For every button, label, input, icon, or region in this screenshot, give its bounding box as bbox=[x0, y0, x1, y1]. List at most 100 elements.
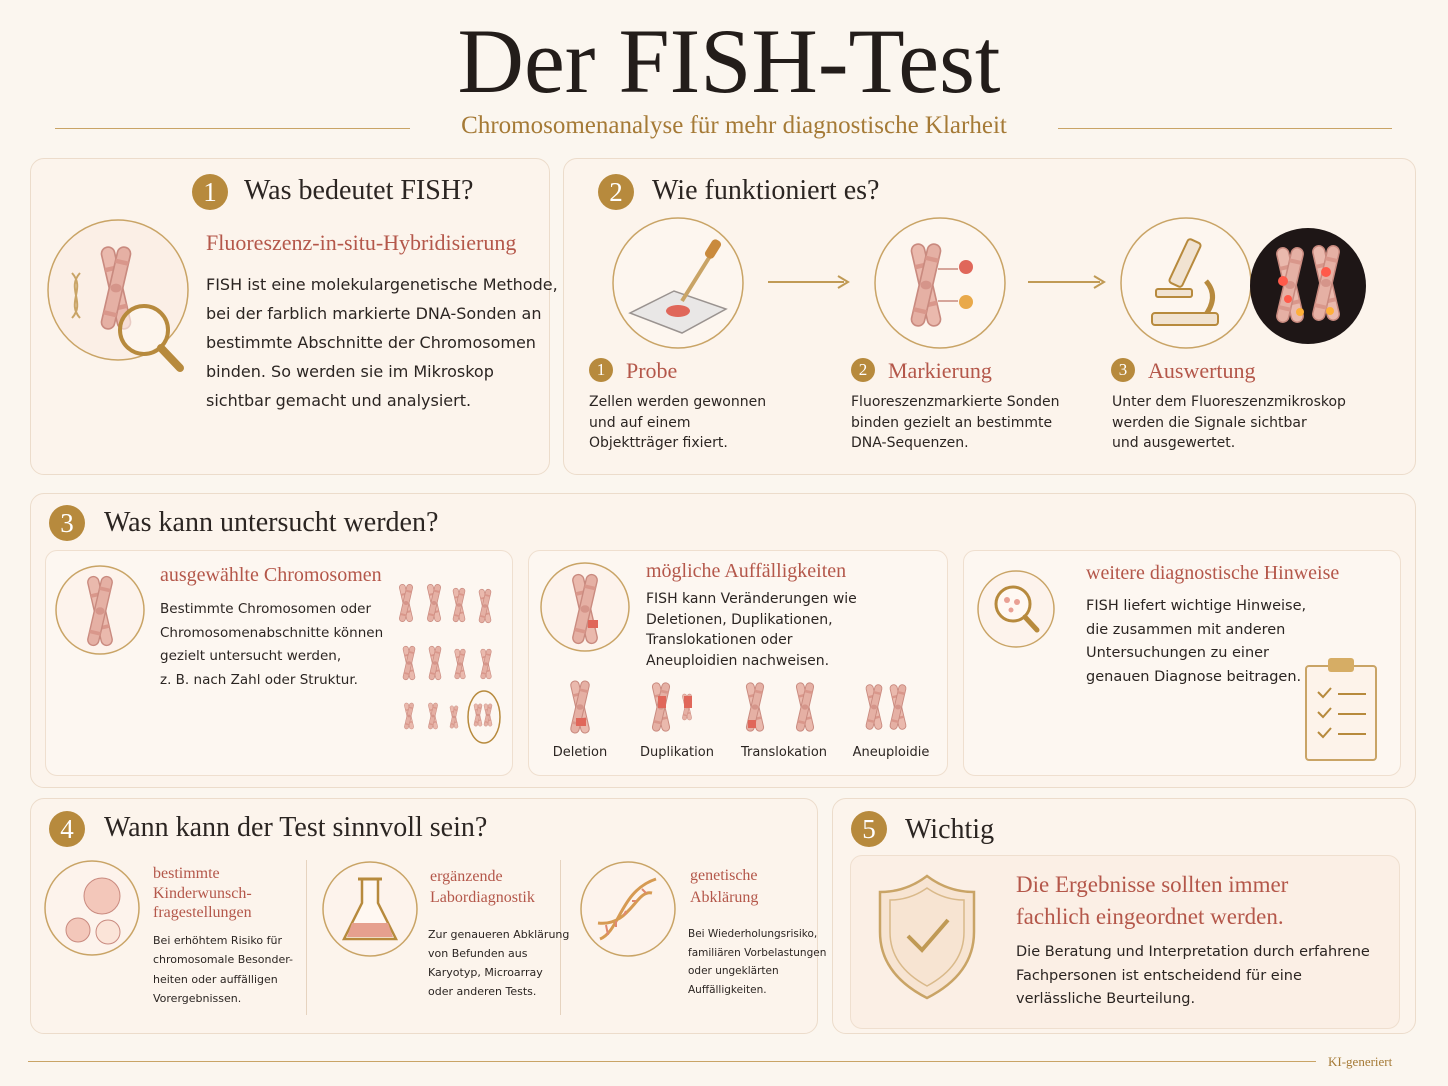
text-line: Zellen werden gewonnen bbox=[589, 394, 767, 410]
footer-rule bbox=[28, 1061, 1316, 1062]
card-title: ausgewählte Chromosomen bbox=[160, 564, 382, 586]
text-line: Bei erhöhtem Risiko für bbox=[153, 934, 282, 947]
item-title: ergänzende Labordiagnostik bbox=[430, 866, 535, 908]
text-line: die zusammen mit anderen bbox=[1086, 621, 1286, 638]
text-line: Vorergebnissen. bbox=[153, 991, 242, 1005]
text-line: binden. So werden sie im Mikroskop bbox=[206, 362, 494, 381]
title: Der FISH-Test bbox=[457, 10, 1001, 112]
text-line: chromosomale Besonder- bbox=[153, 953, 293, 967]
text-line: familiären Vorbelastungen bbox=[688, 946, 827, 959]
text-line: Zur genaueren Abklärung bbox=[428, 928, 570, 941]
step-title: Auswertung bbox=[1148, 358, 1256, 383]
text-line: binden gezielt an bestimmte bbox=[851, 414, 1053, 431]
section-title: Was kann untersucht werden? bbox=[104, 507, 439, 538]
step-title: Markierung bbox=[888, 358, 992, 383]
text-line: Kinderwunsch- bbox=[153, 884, 252, 902]
marking-icon bbox=[874, 217, 1006, 349]
text-line: sichtbar gemacht und analysiert. bbox=[206, 391, 472, 410]
text-line: und auf einem bbox=[589, 414, 691, 431]
text-line: werden die Signale sichtbar bbox=[1112, 414, 1307, 431]
subtitle: Chromosomenanalyse für mehr diagnostisch… bbox=[461, 112, 1007, 139]
text-line: Karyotyp, Microarray bbox=[428, 966, 543, 979]
text-line: Deletionen, Duplikationen, bbox=[646, 611, 833, 628]
text-line: verlässliche Beurteilung. bbox=[1016, 991, 1196, 1007]
text-line: Die Ergebnisse sollten immer bbox=[1016, 872, 1289, 897]
fish-icon bbox=[47, 219, 189, 372]
card-title: weitere diagnostische Hinweise bbox=[1086, 562, 1340, 584]
variant-label: Duplikation bbox=[640, 745, 714, 760]
item-title: genetische Abklärung bbox=[690, 865, 758, 909]
variant-label: Aneuploidie bbox=[852, 745, 930, 760]
karyotype-icon bbox=[398, 583, 501, 744]
step-badge: 1 bbox=[589, 358, 613, 382]
microscope-icon bbox=[1120, 217, 1366, 349]
section-title: Wie funktioniert es? bbox=[652, 175, 880, 206]
clipboard-icon bbox=[1305, 658, 1377, 761]
text-line: Auffälligkeiten. bbox=[688, 984, 767, 997]
card-title: mögliche Auffälligkeiten bbox=[646, 560, 847, 582]
flask-icon bbox=[322, 861, 418, 957]
magnifier-icon bbox=[977, 570, 1055, 648]
variant-label: Deletion bbox=[552, 745, 608, 760]
paragraph: FISH ist eine molekulargenetische Method… bbox=[206, 270, 558, 415]
divider bbox=[306, 860, 307, 1015]
text-line: z. B. nach Zahl oder Struktur. bbox=[160, 671, 358, 688]
item-text: Zur genaueren Abklärung von Befunden aus K… bbox=[428, 925, 569, 1001]
text-line: Chromosomenabschnitte können bbox=[160, 624, 384, 641]
embryo-icon bbox=[44, 860, 140, 956]
text-line: FISH kann Veränderungen wie bbox=[646, 591, 857, 607]
step-text: Unter dem Fluoreszenzmikroskop werden die… bbox=[1112, 392, 1346, 454]
arrow bbox=[1028, 275, 1106, 289]
item-text: Bei erhöhtem Risiko für chromosomale Beso… bbox=[153, 931, 293, 1008]
panel bbox=[30, 798, 818, 1034]
text-line: Untersuchungen zu einer bbox=[1086, 645, 1270, 661]
text-line: genetische bbox=[690, 867, 758, 884]
important-text: Die Beratung und Interpretation durch er… bbox=[1016, 941, 1370, 1012]
text-line: Die Beratung und Interpretation durch er… bbox=[1016, 944, 1370, 960]
step-badge: 2 bbox=[851, 358, 875, 382]
item-text: Bei Wiederholungsrisiko, familiären Vorbe… bbox=[688, 925, 826, 1000]
text-line: fragestellungen bbox=[153, 904, 252, 921]
text-line: genauen Diagnose beitragen. bbox=[1086, 668, 1302, 685]
variant-label: Translokation bbox=[740, 745, 828, 760]
text-line: Unter dem Fluoreszenzmikroskop bbox=[1112, 394, 1346, 410]
rule bbox=[55, 128, 410, 129]
footer-note: KI-generiert bbox=[1328, 1054, 1393, 1069]
text-line: FISH ist eine molekulargenetische Method… bbox=[206, 275, 558, 294]
text-line: bestimmte bbox=[153, 865, 220, 882]
section-title: Wichtig bbox=[905, 814, 995, 845]
badge: 2 bbox=[598, 174, 634, 210]
badge: 4 bbox=[49, 811, 85, 847]
step-title: Probe bbox=[626, 358, 678, 383]
text-line: ergänzende bbox=[430, 868, 503, 885]
text-line: bestimmte Abschnitte der Chromosomen bbox=[206, 333, 536, 352]
text-line: Abklärung bbox=[690, 889, 759, 906]
text-line: gezielt untersucht werden, bbox=[160, 648, 342, 664]
text-line: DNA-Sequenzen. bbox=[851, 435, 969, 451]
rule bbox=[1058, 128, 1392, 129]
arrow bbox=[768, 275, 850, 289]
text-line: oder anderen Tests. bbox=[428, 985, 537, 998]
section-title: Was bedeutet FISH? bbox=[244, 175, 474, 206]
text-line: von Befunden aus bbox=[428, 947, 528, 960]
text-line: und ausgewertet. bbox=[1112, 435, 1236, 451]
text-line: bei der farblich markierte DNA-Sonden an bbox=[206, 304, 542, 323]
card-text: Bestimmte Chromosomen oder Chromosomenabs… bbox=[160, 598, 383, 692]
sample-icon bbox=[612, 217, 744, 349]
text-line: Labordiagnostik bbox=[430, 889, 535, 906]
text-line: Fachpersonen ist entscheidend für eine bbox=[1016, 967, 1302, 984]
step-text: Zellen werden gewonnen und auf einem Objek… bbox=[589, 392, 766, 454]
text-line: Fluoreszenzmarkierte Sonden bbox=[851, 394, 1060, 410]
text-line: oder ungeklärten bbox=[688, 965, 779, 978]
important-heading: Die Ergebnisse sollten immer fachlich ein… bbox=[1016, 869, 1288, 933]
subheading: Fluoreszenz-in-situ-Hybridisierung bbox=[206, 230, 517, 255]
divider bbox=[560, 860, 561, 1015]
step-badge: 3 bbox=[1111, 358, 1135, 382]
text-line: Bei Wiederholungsrisiko, bbox=[688, 928, 818, 940]
text-line: fachlich eingeordnet werden. bbox=[1016, 904, 1284, 929]
step-text: Fluoreszenzmarkierte Sonden binden geziel… bbox=[851, 392, 1060, 454]
variant-icons bbox=[569, 679, 908, 735]
item-title: bestimmte Kinderwunsch-fragestellungen bbox=[153, 864, 252, 923]
section-title: Wann kann der Test sinnvoll sein? bbox=[104, 812, 488, 843]
